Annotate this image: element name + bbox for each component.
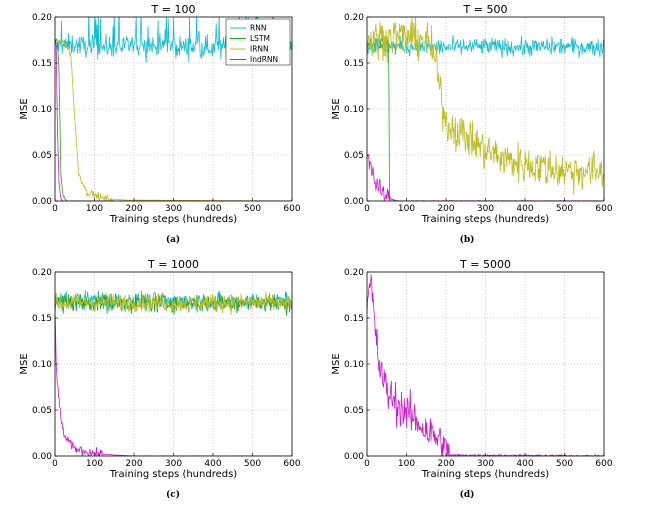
x-tick-label: 100: [86, 459, 103, 469]
x-tick-label: 300: [477, 204, 494, 214]
panel-caption: (b): [460, 234, 475, 245]
y-tick-label: 0.00: [344, 197, 364, 207]
y-tick-label: 0.20: [344, 268, 364, 278]
legend-label-lstm: LSTM: [250, 34, 270, 43]
x-tick-label: 300: [165, 459, 182, 469]
series-line-irnn: [367, 17, 604, 195]
y-tick-label: 0.05: [32, 151, 52, 161]
series-group: [367, 17, 604, 201]
x-tick-label: 100: [86, 204, 103, 214]
y-axis-label: MSE: [331, 98, 342, 119]
x-tick-label: 0: [364, 459, 370, 469]
x-tick-label: 200: [125, 459, 142, 469]
x-tick-label: 400: [204, 204, 221, 214]
x-tick-label: 600: [595, 204, 612, 214]
x-tick-label: 500: [244, 204, 261, 214]
panel-caption: (c): [166, 489, 180, 500]
series-line-indrnn: [55, 307, 292, 456]
x-tick-label: 200: [437, 459, 454, 469]
x-tick-label: 200: [437, 204, 454, 214]
y-tick-label: 0.20: [32, 268, 52, 278]
x-axis-label: Training steps (hundreds): [109, 469, 238, 480]
y-tick-label: 0.15: [32, 314, 52, 324]
y-tick-label: 0.20: [32, 13, 52, 23]
y-tick-label: 0.15: [32, 59, 52, 69]
chart-title: T = 1000: [147, 258, 199, 271]
y-tick-label: 0.05: [344, 406, 364, 416]
legend-label-irnn: IRNN: [250, 45, 269, 54]
y-tick-label: 0.10: [344, 105, 364, 115]
chart-title: T = 100: [151, 3, 196, 16]
x-tick-label: 0: [52, 204, 58, 214]
panel-caption: (d): [460, 489, 475, 500]
x-tick-label: 400: [516, 204, 533, 214]
chart-title: T = 500: [463, 3, 508, 16]
y-tick-label: 0.15: [344, 314, 364, 324]
y-tick-label: 0.10: [32, 360, 52, 370]
y-axis-label: MSE: [19, 353, 30, 374]
x-axis-label: Training steps (hundreds): [421, 214, 550, 225]
chart-title: T = 5000: [459, 258, 511, 271]
x-axis-label: Training steps (hundreds): [109, 214, 238, 225]
x-tick-label: 300: [165, 204, 182, 214]
y-tick-label: 0.00: [32, 452, 52, 462]
x-tick-label: 400: [516, 459, 533, 469]
legend-frame: [225, 18, 291, 66]
x-tick-label: 100: [398, 459, 415, 469]
legend-label-indrnn: IndRNN: [250, 55, 278, 64]
panel-caption: (a): [166, 234, 180, 245]
y-axis-label: MSE: [331, 353, 342, 374]
x-tick-label: 0: [52, 459, 58, 469]
panel-d: 0 100 200 300 400 500 600 0.00 0.05 0.10 0.15 0.20 T…: [331, 258, 613, 500]
series-line-irnn: [55, 291, 292, 314]
y-axis-label: MSE: [19, 98, 30, 119]
legend-label-rnn: RNN: [250, 24, 266, 33]
x-tick-label: 200: [125, 204, 142, 214]
panel-b: 0 100 200 300 400 500 600 0.00 0.05 0.10 0.15 0.20 T…: [331, 3, 613, 245]
series-line-rnn: [367, 35, 604, 59]
y-tick-label: 0.05: [32, 406, 52, 416]
y-tick-label: 0.10: [344, 360, 364, 370]
x-tick-label: 0: [364, 204, 370, 214]
x-tick-label: 500: [244, 459, 261, 469]
y-tick-label: 0.20: [344, 13, 364, 23]
x-tick-label: 100: [398, 204, 415, 214]
x-tick-label: 500: [556, 459, 573, 469]
x-axis-label: Training steps (hundreds): [421, 469, 550, 480]
x-tick-label: 300: [477, 459, 494, 469]
panel-a: 0 100 200 300 400 500 600 0.00 0.05 0.10 0.15 0.20 T…: [19, 3, 301, 245]
y-tick-label: 0.05: [344, 151, 364, 161]
y-tick-label: 0.15: [344, 59, 364, 69]
x-tick-label: 600: [283, 459, 300, 469]
y-tick-label: 0.10: [32, 105, 52, 115]
x-tick-label: 600: [595, 459, 612, 469]
x-tick-label: 600: [283, 204, 300, 214]
y-tick-label: 0.00: [32, 197, 52, 207]
x-tick-label: 400: [204, 459, 221, 469]
panel-c: 0 100 200 300 400 500 600 0.00 0.05 0.10 0.15 0.20 T…: [19, 258, 301, 500]
y-tick-label: 0.00: [344, 452, 364, 462]
x-tick-label: 500: [556, 204, 573, 214]
